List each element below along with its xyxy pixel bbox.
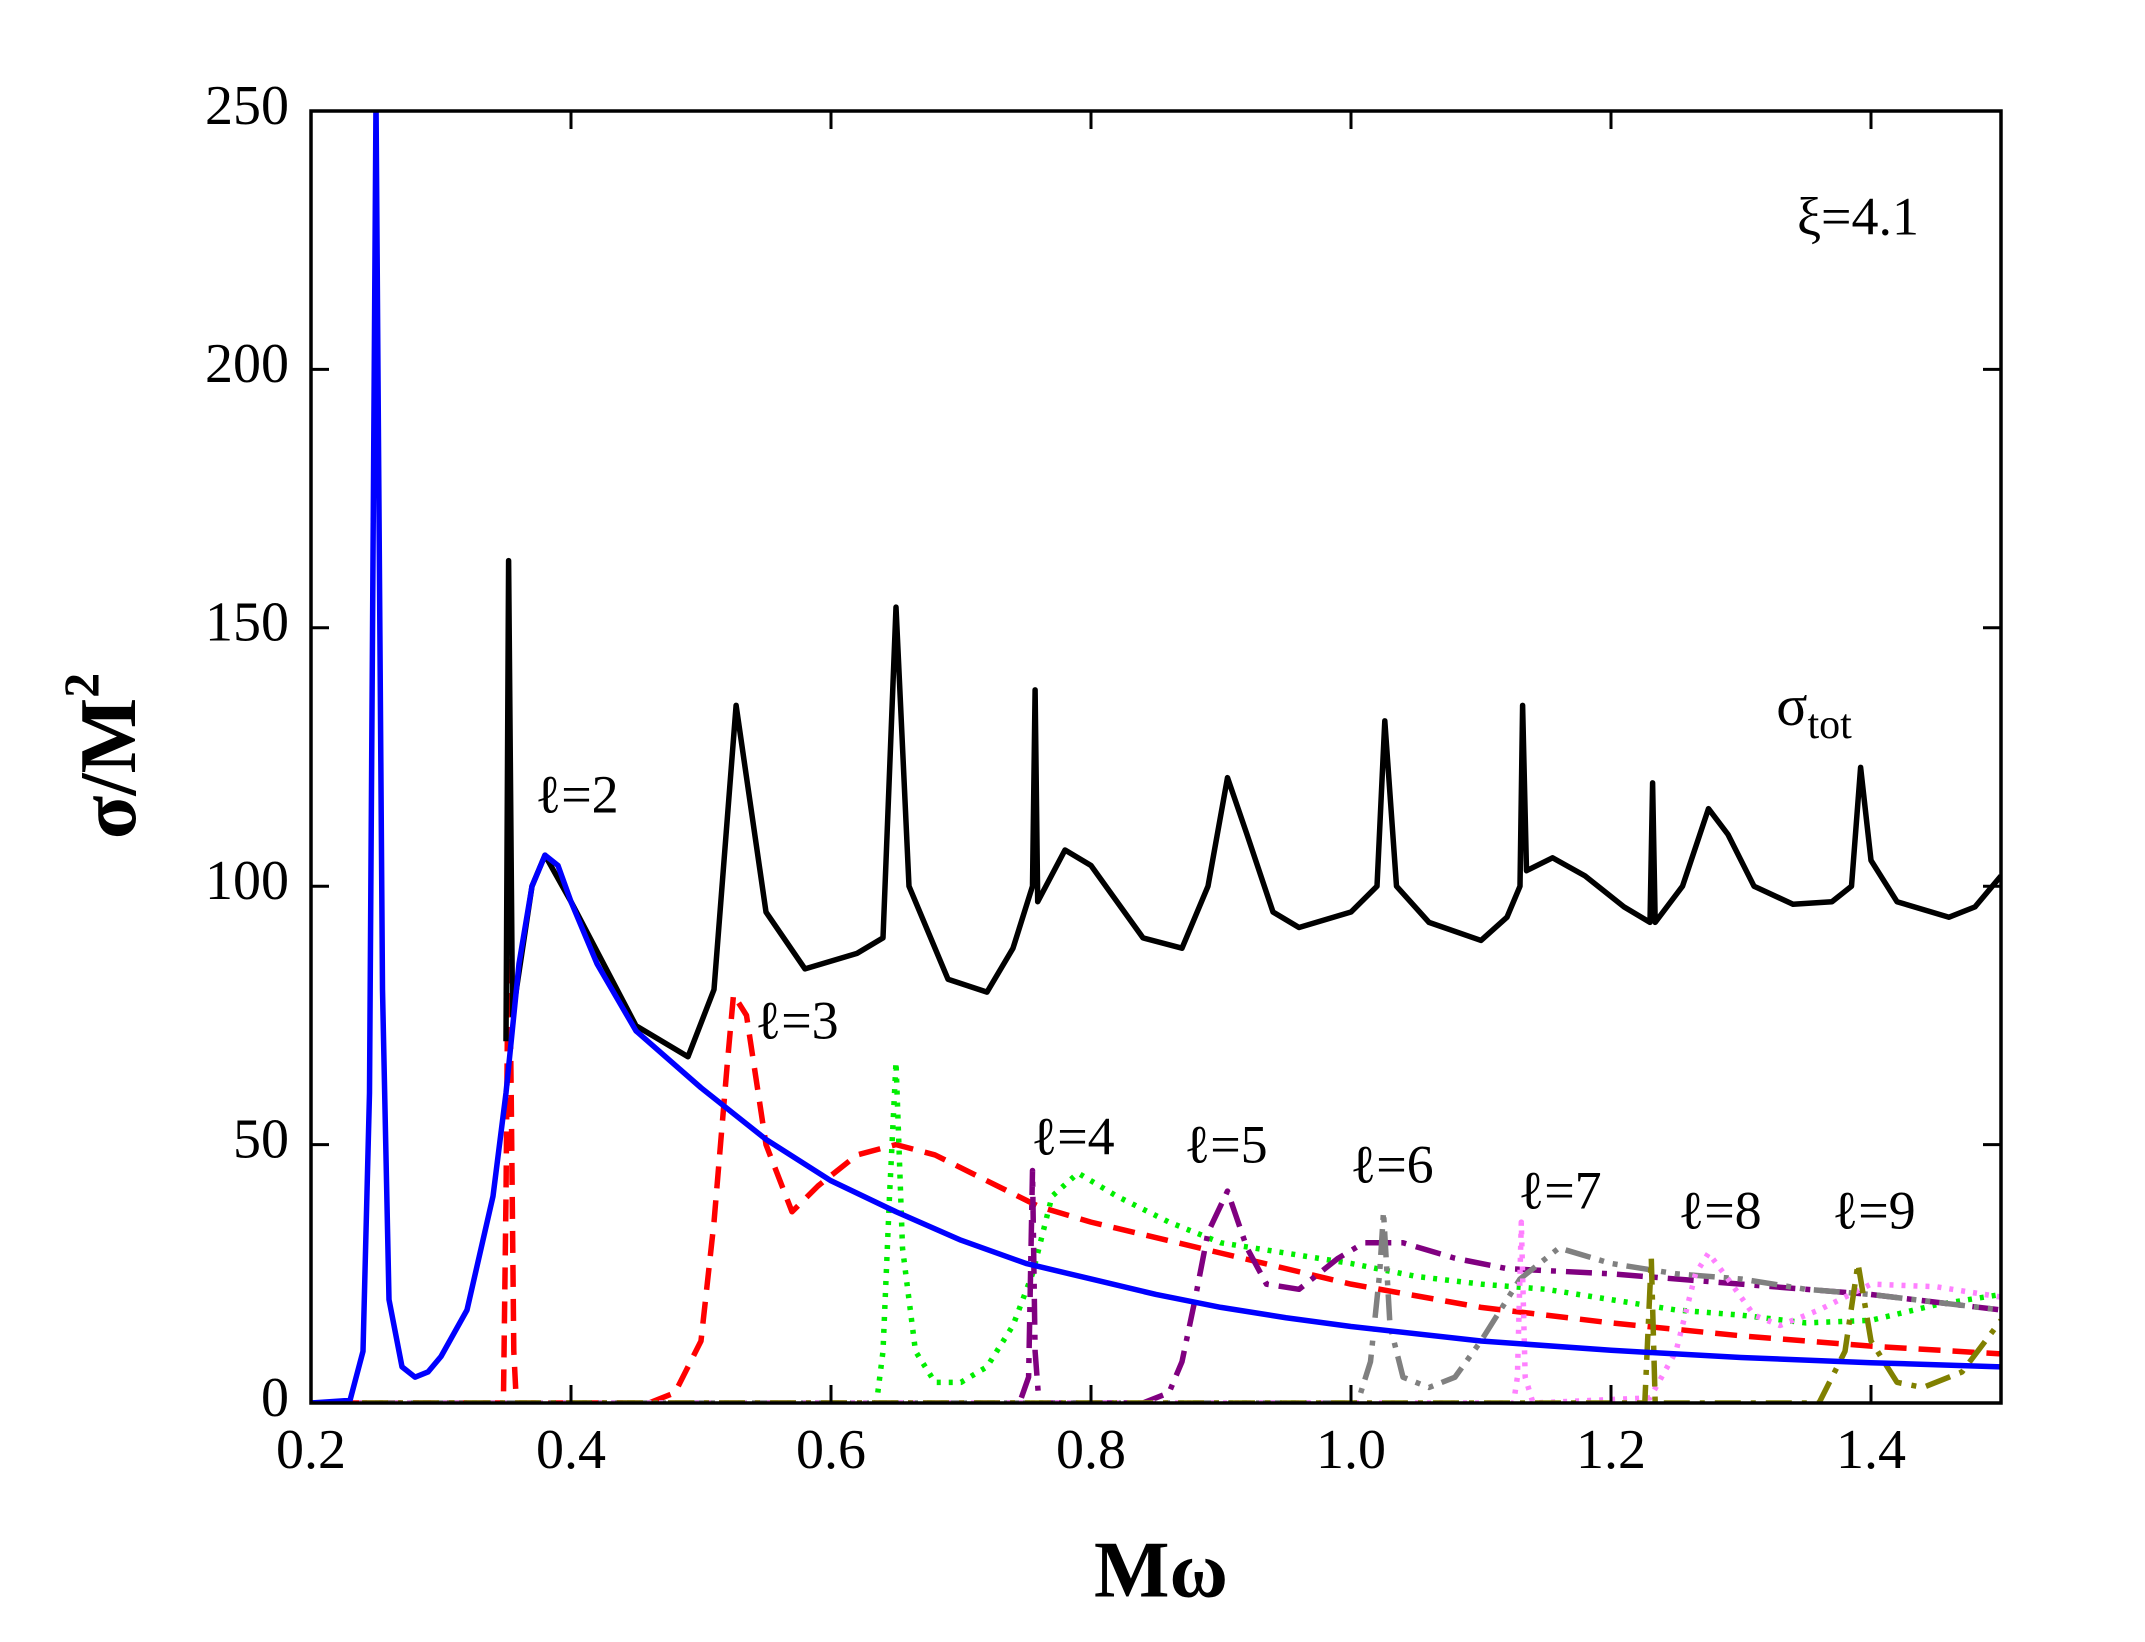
series-line (311, 1059, 2001, 1403)
x-tick-label: 0.6 (796, 1419, 866, 1481)
x-tick-label: 0.2 (276, 1419, 346, 1481)
annotation: ℓ=3 (755, 990, 838, 1050)
y-tick-label: 0 (261, 1367, 289, 1429)
series-line (311, 111, 2001, 1403)
total-label-sub: tot (1807, 702, 1852, 748)
annotation: ℓ=2 (535, 764, 618, 824)
axes-frame (309, 109, 2003, 1405)
total-label: σtot (1776, 673, 1852, 747)
y-tick-label: 250 (205, 75, 289, 137)
y-tick-label: 100 (205, 850, 289, 912)
annotation: ℓ=6 (1350, 1134, 1433, 1194)
y-tick-label: 200 (205, 333, 289, 395)
x-tick-label: 0.4 (536, 1419, 606, 1481)
annotation: ℓ=8 (1678, 1180, 1761, 1240)
x-axis-title: Mω (1094, 1526, 1228, 1614)
y-axis-title-main: σ/M (65, 698, 153, 839)
series-line (311, 1219, 2001, 1403)
annotation: ℓ=4 (1031, 1106, 1114, 1166)
x-tick-label: 1.0 (1316, 1419, 1386, 1481)
plot-area (311, 111, 2001, 1403)
x-tick-label: 1.2 (1576, 1419, 1646, 1481)
x-tick-label: 1.4 (1836, 1419, 1906, 1481)
annotation: ξ=4.1 (1797, 186, 1919, 246)
total-label-main: σ (1776, 673, 1807, 738)
y-axis-title-sup: 2 (53, 673, 109, 698)
x-tick-label: 0.8 (1056, 1419, 1126, 1481)
y-tick-label: 150 (205, 592, 289, 654)
series-line (311, 1255, 2001, 1403)
y-tick-label: 50 (233, 1108, 289, 1170)
annotation: ℓ=5 (1184, 1114, 1267, 1174)
series-line (311, 883, 2001, 1403)
y-axis-title: σ/M2 (53, 673, 153, 839)
series-line (503, 557, 2001, 1060)
annotation: ℓ=9 (1832, 1180, 1915, 1240)
annotation: ℓ=7 (1518, 1160, 1601, 1220)
